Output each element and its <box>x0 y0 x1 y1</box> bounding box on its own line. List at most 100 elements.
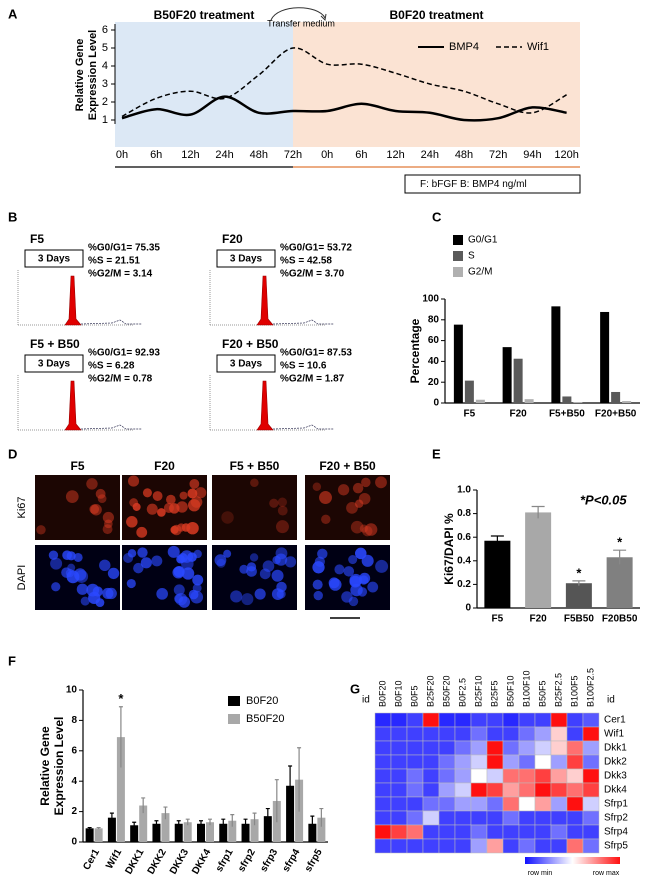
cell <box>271 569 284 582</box>
x-tick-label: F20B50 <box>602 614 638 625</box>
heatmap-cell <box>406 726 424 742</box>
cell <box>104 519 113 529</box>
heatmap-cell <box>390 838 408 854</box>
cell <box>230 590 243 603</box>
column-label: B0F2.5 <box>457 678 467 707</box>
bar <box>524 399 534 403</box>
cell <box>126 516 138 528</box>
legend-label: G2/M <box>468 267 492 278</box>
heatmap-cell <box>534 712 552 728</box>
x-tick-label: sfrp1 <box>214 847 236 874</box>
g1-peak <box>256 275 274 326</box>
heatmap-cell <box>422 824 440 840</box>
cell <box>254 588 266 600</box>
row-label: Dkk3 <box>604 771 627 782</box>
heatmap-cell <box>422 740 440 756</box>
bar <box>116 737 125 842</box>
significance-note: *P<0.05 <box>580 492 627 507</box>
cell <box>348 596 359 607</box>
y-tick-label: 0.4 <box>457 555 471 566</box>
bar <box>317 817 326 842</box>
legend-label: S <box>468 251 475 262</box>
heatmap-cell <box>438 824 456 840</box>
cell <box>128 475 140 487</box>
heatmap-cell <box>406 768 424 784</box>
heatmap-cell <box>470 824 488 840</box>
heatmap-cell <box>566 782 584 798</box>
micrograph <box>212 475 297 540</box>
flow-title: F20 <box>222 232 243 246</box>
x-tick-label: F20 <box>530 614 548 625</box>
heatmap-cell <box>566 838 584 854</box>
y-tick-label: 80 <box>428 314 440 325</box>
error-bar <box>265 807 270 824</box>
cell <box>348 555 358 565</box>
cell <box>173 566 185 578</box>
y-tick-label: 40 <box>428 356 440 367</box>
duration-box <box>216 354 276 373</box>
legend-label: B50F20 <box>246 713 285 725</box>
bar <box>85 828 94 842</box>
heatmap-cell <box>550 782 568 798</box>
heatmap-cell <box>486 712 504 728</box>
row-label: Dkk4 <box>604 785 627 796</box>
legend-label: G0/G1 <box>468 235 498 246</box>
cell <box>276 589 286 599</box>
cell <box>176 554 185 564</box>
heatmap-cell <box>550 712 568 728</box>
heatmap-cell <box>454 768 472 784</box>
x-tick-label: F5+B50 <box>549 409 585 420</box>
flow-stat: %G0/G1= 75.35 <box>88 243 160 254</box>
duration-label: 3 Days <box>230 359 263 370</box>
column-label: B25F20 <box>425 675 435 707</box>
heatmap-cell <box>486 754 504 770</box>
column-label: B25F2.5 <box>553 673 563 707</box>
heatmap-cell <box>566 754 584 770</box>
heatmap-cell <box>470 712 488 728</box>
g1-peak <box>64 275 82 326</box>
heatmap-cell <box>502 810 520 826</box>
cell <box>156 588 168 600</box>
note: F: bFGF B: BMP4 ng/ml <box>420 179 527 190</box>
bar <box>219 823 228 842</box>
heatmap-cell <box>534 782 552 798</box>
heatmap-cell <box>550 796 568 812</box>
heatmap-cell <box>486 838 504 854</box>
heatmap-cell <box>486 740 504 756</box>
error-bar <box>118 706 123 768</box>
duration-box <box>216 249 276 268</box>
treatment-region <box>293 22 580 147</box>
heatmap-cell <box>454 726 472 742</box>
heatmap-cell <box>534 740 552 756</box>
series-line <box>121 47 567 118</box>
x-tick-label: 12h <box>181 149 199 161</box>
cell <box>192 583 202 593</box>
heatmap-cell <box>534 810 552 826</box>
condition-label: F20 <box>154 459 175 473</box>
cell <box>48 550 59 560</box>
significance-marker: * <box>118 691 124 706</box>
bar <box>130 825 139 842</box>
flow-stat: %G2/M = 1.87 <box>280 374 345 385</box>
y-tick-label: 6 <box>102 24 108 36</box>
panel-label: B <box>8 209 17 224</box>
cell <box>364 523 378 536</box>
bar <box>525 512 552 608</box>
cell <box>239 564 249 574</box>
heatmap-cell <box>486 726 504 742</box>
y-axis-label: Ki67/DAPI % <box>442 513 456 585</box>
x-tick-label: 94h <box>523 149 541 161</box>
bar <box>484 540 511 608</box>
bar <box>206 822 214 842</box>
cell <box>99 559 111 572</box>
heatmap-cell <box>550 740 568 756</box>
transfer-label: Transfer medium <box>267 18 335 28</box>
y-tick-label: 2 <box>102 96 108 108</box>
heatmap-cell <box>438 810 456 826</box>
heatmap-cell <box>374 740 392 756</box>
cell <box>190 496 203 508</box>
flow-title: F20 + B50 <box>222 337 279 351</box>
heatmap-cell <box>390 712 408 728</box>
y-tick-label: 6 <box>71 745 77 756</box>
heatmap-cell <box>550 838 568 854</box>
